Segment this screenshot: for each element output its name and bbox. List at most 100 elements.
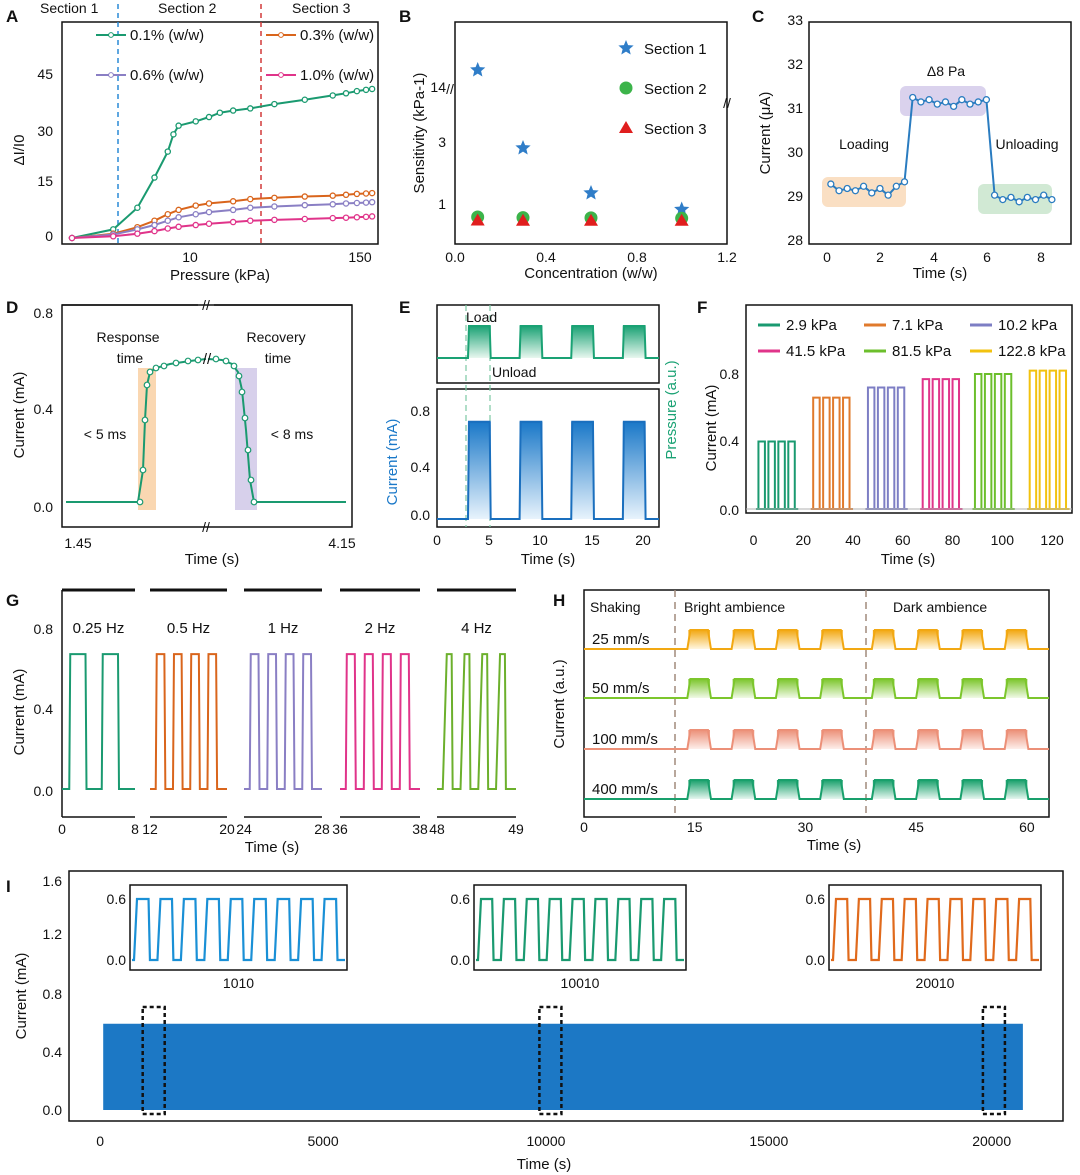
panel-c-plot	[827, 93, 1056, 206]
panel-a-series-0-point-13	[301, 96, 309, 104]
panel-c-xtick-0: 0	[823, 249, 831, 265]
panel-a-legend-0-label: 0.1% (w/w)	[130, 27, 204, 44]
panel-a-section-1-label: Section 1	[40, 0, 99, 16]
panel-c-annotation-unloading: Unloading	[995, 136, 1058, 152]
panel-c-point-22	[1007, 193, 1015, 202]
panel-h-xlabel: Time (s)	[807, 837, 861, 854]
panel-a-frame	[61, 21, 379, 245]
panel-f-xtick-0: 0	[750, 532, 758, 548]
panel-a-series-3-point-5	[175, 223, 182, 231]
panel-c-ytick-31: 31	[787, 100, 803, 116]
panel-h-ylabel: Current (a.u.)	[551, 659, 568, 748]
panel-f-xlabel: Time (s)	[881, 551, 935, 568]
panel-f-legend-0-label: 2.9 kPa	[786, 317, 838, 334]
panel-h-series-1-fill-1	[732, 679, 755, 698]
panel-d-ytick-08: 0.8	[34, 305, 54, 321]
panel-c-point-27	[1048, 195, 1056, 204]
panel-c-point-0	[827, 180, 835, 188]
panel-d-frame	[61, 304, 353, 528]
panel-i-inset-2-line	[831, 897, 1039, 962]
panel-h-series-3-fill-2	[776, 780, 799, 799]
panel-f-ytick-04: 0.4	[720, 433, 740, 449]
panel-h-series-1-fill-4	[872, 679, 895, 698]
panel-g-series-4-line	[437, 653, 516, 790]
panel-a-series-0-point-16	[353, 87, 361, 95]
panel-d-point-7	[172, 359, 180, 367]
panel-b-ytick-3: 3	[438, 134, 446, 150]
panel-f-xtick-4: 80	[945, 532, 961, 548]
panel-c-point-3	[851, 187, 860, 195]
panel-h-series-2-label: 100 mm/s	[592, 731, 658, 748]
panel-a-series-2-point-9	[247, 204, 254, 212]
panel-a-legend-1-marker	[278, 32, 284, 38]
panel-i-xtick-4: 20000	[972, 1133, 1011, 1149]
panel-b-break-y-right: //	[723, 95, 731, 111]
panel-i-inset-1-line	[476, 897, 684, 962]
panel-b-frame	[454, 21, 728, 245]
panel-h-xtick-2: 30	[798, 819, 814, 835]
panel-c-point-8	[892, 182, 900, 190]
panel-a-series-3-point-1	[109, 233, 117, 240]
panel-c-series-line	[830, 95, 1053, 203]
panel-b-series-2-point-3	[674, 213, 689, 226]
panel-h-series-3-fill-3	[821, 780, 843, 799]
panel-a-series-0-point-2	[134, 204, 141, 212]
panel-a-series-1-point-10	[271, 194, 278, 202]
panel-h-series-3-fill-0	[688, 780, 710, 799]
panel-c-point-25	[1031, 195, 1040, 204]
panel-d-annotation-recovery-word2: time	[265, 350, 292, 366]
panel-a-legend: 0.1% (w/w) 0.3% (w/w) 0.6% (w/w) 1.0% (w/w)	[96, 27, 374, 84]
panel-a-series-2-point-8	[229, 206, 237, 214]
panel-g-seg-3-tick-start: 36	[332, 821, 348, 837]
panel-h-series-0-fill-7	[1005, 630, 1028, 649]
panel-b-series-2-point-1	[516, 213, 530, 226]
panel-c-point-24	[1023, 193, 1031, 202]
panel-i: 0.6 0.0 1010 0.6 0.0 10010 0.6 0.0 20010 1.6 1.2…	[13, 870, 1064, 1173]
panel-a-series-3-point-12	[329, 214, 337, 222]
panel-a-series-2-point-13	[342, 200, 350, 207]
panel-d-point-2	[141, 416, 149, 424]
panel-a-series-0-point-15	[342, 90, 350, 97]
panel-c-point-11	[917, 98, 925, 106]
panel-d-point-3	[143, 381, 151, 389]
panel-f-frame	[745, 304, 1073, 514]
panel-g-series-1-label: 0.5 Hz	[167, 620, 210, 637]
panel-h-xtick-3: 45	[908, 819, 924, 835]
panel-i-inset-0-label: 1010	[223, 975, 254, 991]
panel-e-pressure-fill-2	[571, 326, 594, 358]
panel-a-series-0-point-17	[362, 86, 370, 94]
panel-f-legend-1-label: 7.1 kPa	[892, 317, 944, 334]
panel-a-xtick-0: 10	[182, 249, 198, 265]
panel-a-series-2-point-6	[192, 210, 199, 218]
panel-d-point-9	[194, 356, 202, 364]
panel-e-ytick-00: 0.0	[411, 507, 431, 523]
panel-i-inset-1-ytick-top: 0.6	[451, 891, 471, 907]
panel-a-series-0-point-3	[151, 174, 158, 181]
panel-a-section-3-label: Section 3	[292, 0, 351, 16]
panel-f-xtick-6: 120	[1040, 532, 1064, 548]
panel-g-plot: 0.25 Hz 0 8 0.5 Hz 12 20 1 Hz 24 28 2 Hz 36 38 4 Hz 4…	[58, 588, 524, 837]
panel-c-point-20	[990, 191, 999, 199]
panel-h-annotation-shaking: Shaking	[590, 599, 641, 615]
panel-g-ytick-00: 0.0	[34, 783, 54, 799]
panel-a-series-1-point-9	[247, 195, 254, 203]
panel-h-series-1-fill-7	[1005, 679, 1028, 698]
panel-a-series-1-point-13	[342, 191, 350, 199]
panel-g-seg-4-tick-start: 48	[429, 821, 445, 837]
panel-e-current-fill-0	[467, 421, 491, 519]
panel-f-legend-5-label: 122.8 kPa	[998, 343, 1066, 360]
panel-i-xtick-2: 10000	[526, 1133, 565, 1149]
panel-g-series-2-label: 1 Hz	[268, 620, 299, 637]
panel-d-annotation-response-word2: time	[117, 350, 144, 366]
panel-d-annotation-lt8: < 8 ms	[271, 426, 313, 442]
panel-a-legend-2-label: 0.6% (w/w)	[130, 67, 204, 84]
panel-h-annotation-bright: Bright ambience	[684, 599, 785, 615]
panel-c-ytick-28: 28	[787, 232, 803, 248]
panel-a-series-3-point-15	[362, 213, 370, 221]
panel-h-series-0-fill-5	[917, 630, 939, 649]
panel-d: // // // Response time Recovery time < 5…	[11, 297, 362, 568]
panel-a-series-0-point-18	[368, 85, 376, 93]
panel-i-ytick-04: 0.4	[43, 1044, 63, 1060]
panel-a-series-1-point-12	[329, 192, 337, 199]
panel-d-point-6	[160, 362, 168, 370]
